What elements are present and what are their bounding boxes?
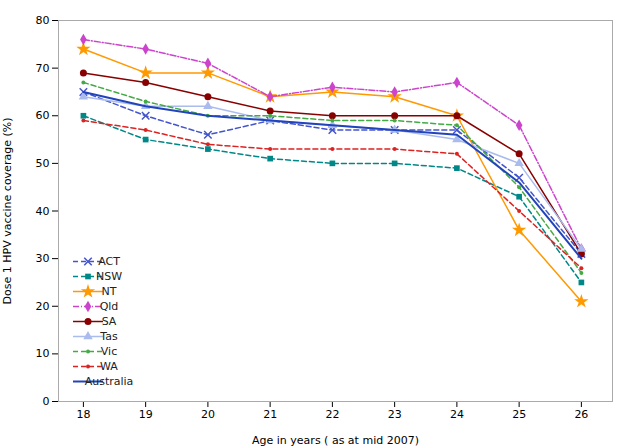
svg-text:20: 20 (36, 300, 50, 313)
svg-text:Dose 1 HPV vaccine coverage (%: Dose 1 HPV vaccine coverage (%) (1, 118, 14, 305)
svg-text:20: 20 (201, 408, 215, 421)
svg-text:SA: SA (102, 315, 117, 328)
svg-text:30: 30 (36, 252, 50, 265)
svg-text:ACT: ACT (98, 255, 120, 268)
svg-text:Tas: Tas (99, 330, 118, 343)
svg-text:21: 21 (263, 408, 277, 421)
svg-text:24: 24 (450, 408, 464, 421)
svg-text:NT: NT (102, 285, 117, 298)
svg-text:NSW: NSW (96, 270, 122, 283)
svg-text:Qld: Qld (100, 300, 119, 313)
svg-text:10: 10 (36, 347, 50, 360)
svg-text:0: 0 (43, 395, 50, 408)
svg-text:70: 70 (36, 62, 50, 75)
svg-text:23: 23 (388, 408, 402, 421)
svg-text:50: 50 (36, 157, 50, 170)
svg-text:40: 40 (36, 205, 50, 218)
svg-text:60: 60 (36, 109, 50, 122)
svg-text:26: 26 (574, 408, 588, 421)
svg-text:25: 25 (512, 408, 526, 421)
svg-text:Age in years ( as at mid 2007): Age in years ( as at mid 2007) (252, 434, 419, 446)
svg-text:Australia: Australia (85, 375, 134, 388)
svg-text:22: 22 (325, 408, 339, 421)
svg-text:WA: WA (100, 360, 118, 373)
svg-text:Vic: Vic (101, 345, 117, 358)
svg-text:80: 80 (36, 14, 50, 27)
svg-text:18: 18 (76, 408, 90, 421)
svg-text:19: 19 (139, 408, 153, 421)
